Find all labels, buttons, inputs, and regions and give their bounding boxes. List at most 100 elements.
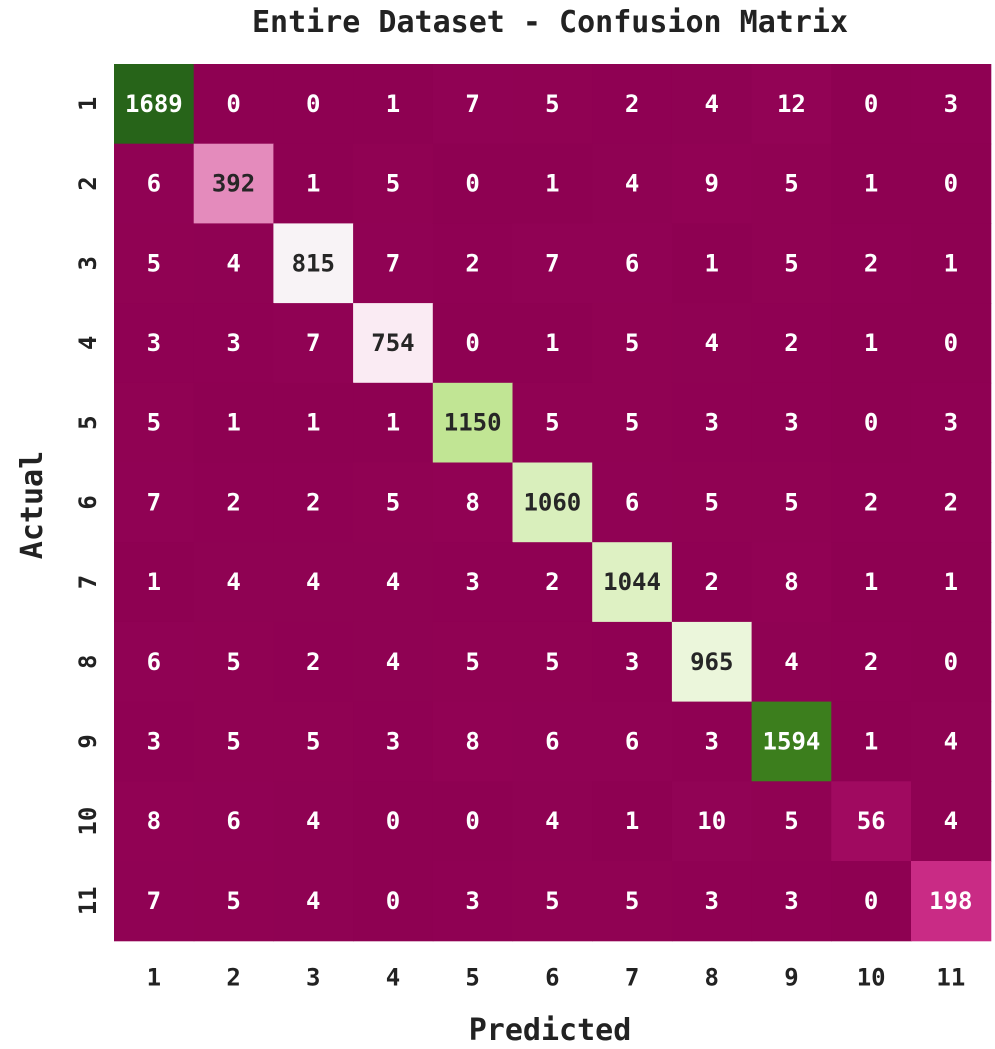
cell-value-7-4: 4: [386, 568, 400, 596]
cell-value-11-9: 3: [784, 887, 798, 915]
cell-value-10-2: 6: [226, 807, 240, 835]
cell-value-1-5: 7: [465, 90, 479, 118]
cell-11-4: [353, 861, 434, 942]
cell-value-10-1: 8: [147, 807, 161, 835]
cell-value-7-9: 8: [784, 568, 798, 596]
cell-1-9: [751, 64, 832, 145]
cell-2-6: [512, 143, 593, 224]
cell-1-10: [831, 64, 912, 145]
cell-4-7: [592, 303, 673, 384]
cell-value-11-7: 5: [625, 887, 639, 915]
cell-5-11: [911, 382, 992, 464]
x-tick-1: 1: [147, 964, 161, 992]
cell-value-10-6: 4: [545, 807, 559, 835]
cell-value-6-7: 6: [625, 488, 639, 516]
cell-value-2-7: 4: [625, 170, 639, 198]
cell-value-2-9: 5: [784, 170, 798, 198]
x-tick-7: 7: [625, 964, 639, 992]
cell-value-10-7: 1: [625, 807, 639, 835]
cell-value-7-1: 1: [147, 568, 161, 596]
cell-value-2-11: 0: [944, 170, 958, 198]
cell-value-2-1: 6: [147, 170, 161, 198]
cell-value-8-2: 5: [226, 648, 240, 676]
cell-2-11: [911, 143, 992, 224]
cell-6-2: [193, 462, 274, 543]
cell-value-11-4: 0: [386, 887, 400, 915]
cell-3-3: [273, 223, 354, 304]
cell-value-5-9: 3: [784, 409, 798, 437]
x-tick-11: 11: [936, 964, 965, 992]
cell-6-5: [432, 462, 514, 543]
x-tick-8: 8: [705, 964, 719, 992]
chart-title: Entire Dataset - Confusion Matrix: [252, 5, 848, 40]
cell-value-9-7: 6: [625, 727, 639, 755]
cell-value-7-5: 3: [465, 568, 479, 596]
cell-value-1-9: 12: [777, 90, 806, 118]
cell-5-5: [432, 382, 514, 464]
cell-4-11: [911, 303, 992, 384]
cell-3-5: [432, 223, 514, 304]
cell-value-6-4: 5: [386, 488, 400, 516]
cell-9-9: [751, 701, 832, 782]
cell-value-9-10: 1: [864, 727, 878, 755]
cell-7-6: [512, 542, 593, 623]
cell-value-3-3: 815: [292, 249, 335, 277]
cell-8-1: [114, 621, 195, 703]
cell-value-10-3: 4: [306, 807, 320, 835]
cell-value-7-2: 4: [226, 568, 240, 596]
cell-value-3-9: 5: [784, 249, 798, 277]
cell-3-8: [671, 223, 753, 304]
y-tick-8: 8: [74, 655, 102, 669]
cell-3-11: [911, 223, 992, 304]
y-tick-5: 5: [74, 415, 102, 429]
cell-1-11: [911, 64, 992, 145]
cell-value-9-3: 5: [306, 727, 320, 755]
cell-2-7: [592, 143, 673, 224]
cell-value-11-10: 0: [864, 887, 878, 915]
cell-value-1-4: 1: [386, 90, 400, 118]
cell-9-3: [273, 701, 354, 782]
x-axis-label: Predicted: [469, 1013, 632, 1048]
cell-11-3: [273, 861, 354, 942]
cell-1-5: [432, 64, 514, 145]
cell-value-6-3: 2: [306, 488, 320, 516]
cell-value-3-5: 2: [465, 249, 479, 277]
cell-value-3-8: 1: [705, 249, 719, 277]
cell-value-2-6: 1: [545, 170, 559, 198]
cell-9-4: [353, 701, 434, 782]
cell-value-4-1: 3: [147, 329, 161, 357]
cell-value-2-2: 392: [212, 170, 255, 198]
y-axis-label: Actual: [15, 451, 50, 559]
cell-value-8-6: 5: [545, 648, 559, 676]
cell-value-9-6: 6: [545, 727, 559, 755]
cell-value-2-10: 1: [864, 170, 878, 198]
cell-value-5-3: 1: [306, 409, 320, 437]
cell-value-6-8: 5: [705, 488, 719, 516]
y-tick-6: 6: [74, 495, 102, 509]
y-tick-11: 11: [74, 886, 102, 915]
cell-value-8-10: 2: [864, 648, 878, 676]
cell-value-8-3: 2: [306, 648, 320, 676]
cell-8-10: [831, 621, 912, 703]
cell-value-8-11: 0: [944, 648, 958, 676]
cell-value-1-10: 0: [864, 90, 878, 118]
cell-7-10: [831, 542, 912, 623]
cell-11-9: [751, 861, 832, 942]
cell-8-11: [911, 621, 992, 703]
cell-6-11: [911, 462, 992, 543]
cell-value-5-10: 0: [864, 409, 878, 437]
cell-value-3-2: 4: [226, 249, 240, 277]
cell-value-3-7: 6: [625, 249, 639, 277]
cell-5-9: [751, 382, 832, 464]
cell-10-7: [592, 781, 673, 862]
cell-7-4: [353, 542, 434, 623]
cell-5-3: [273, 382, 354, 464]
cell-value-1-8: 4: [705, 90, 719, 118]
x-tick-9: 9: [784, 964, 798, 992]
cell-7-1: [114, 542, 195, 623]
cell-value-4-7: 5: [625, 329, 639, 357]
cell-1-7: [592, 64, 673, 145]
cell-value-4-2: 3: [226, 329, 240, 357]
cell-value-6-10: 2: [864, 488, 878, 516]
cell-value-7-6: 2: [545, 568, 559, 596]
